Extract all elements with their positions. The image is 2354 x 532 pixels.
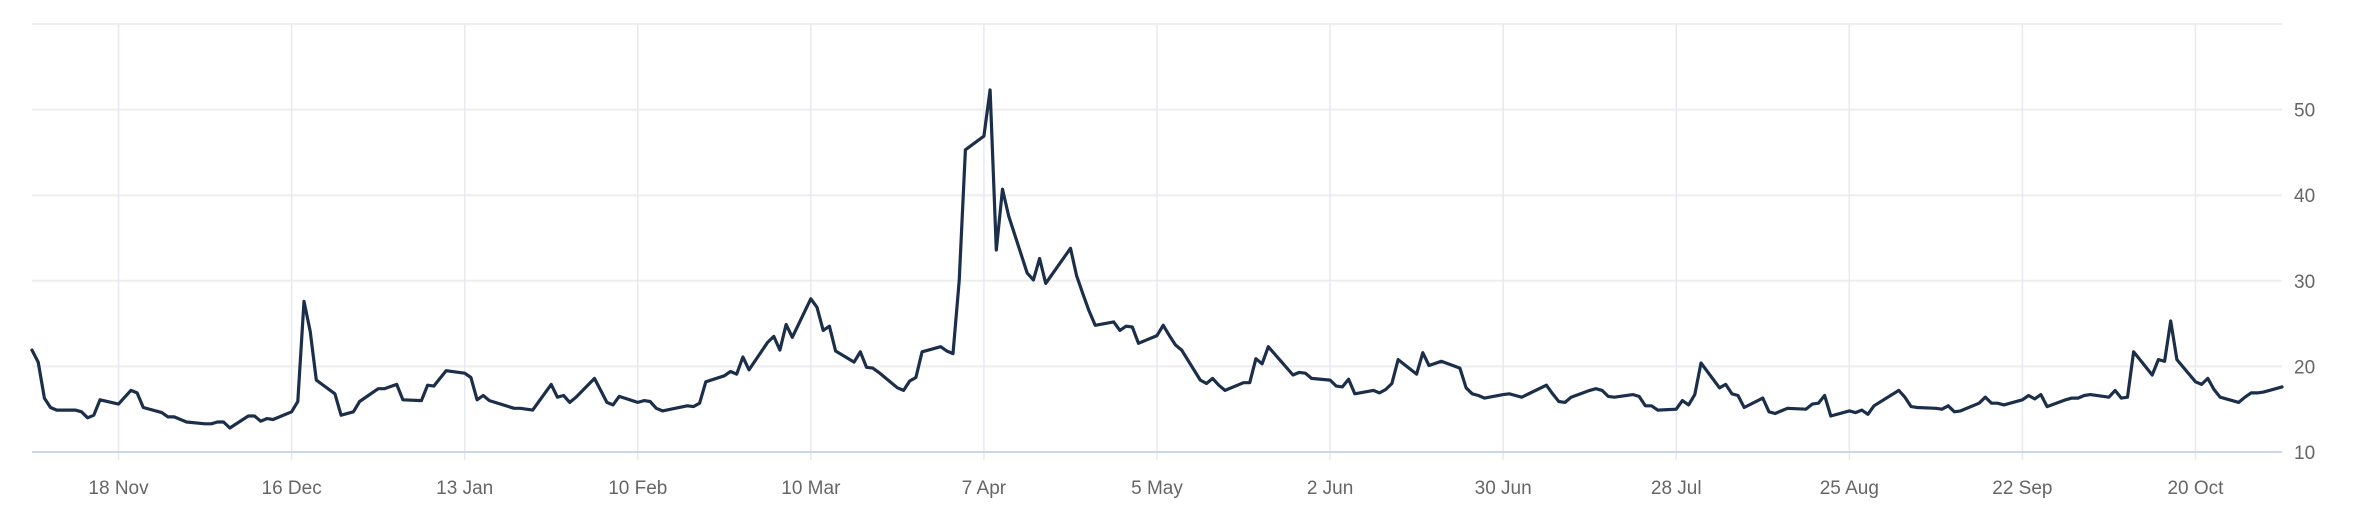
y-tick-label: 30 [2294,272,2315,293]
y-tick-label: 10 [2294,443,2315,464]
x-tick-label: 22 Sep [1992,478,2052,499]
y-axis-labels: 10 20 30 40 50 [2294,101,2315,464]
y-tick-label: 20 [2294,357,2315,378]
x-tick-label: 18 Nov [88,478,149,499]
x-tick-label: 2 Jun [1307,478,1353,499]
series-line [30,88,2284,430]
vertical-gridlines [117,24,2197,460]
x-tick-label: 13 Jan [436,478,493,499]
x-tick-label: 10 Feb [608,478,667,499]
x-tick-label: 16 Dec [262,478,322,499]
y-tick-label: 50 [2294,101,2315,122]
x-tick-label: 5 May [1131,478,1183,499]
x-tick-label: 30 Jun [1475,478,1532,499]
x-tick-label: 28 Jul [1651,478,1702,499]
x-tick-label: 25 Aug [1820,478,1879,499]
x-tick-label: 20 Oct [2167,478,2224,499]
y-tick-label: 40 [2294,186,2315,207]
x-tick-label: 10 Mar [781,478,841,499]
x-tick-label: 7 Apr [962,478,1007,499]
x-axis-labels: 18 Nov 16 Dec 13 Jan 10 Feb 10 Mar 7 Apr 5 May… [88,478,2224,499]
